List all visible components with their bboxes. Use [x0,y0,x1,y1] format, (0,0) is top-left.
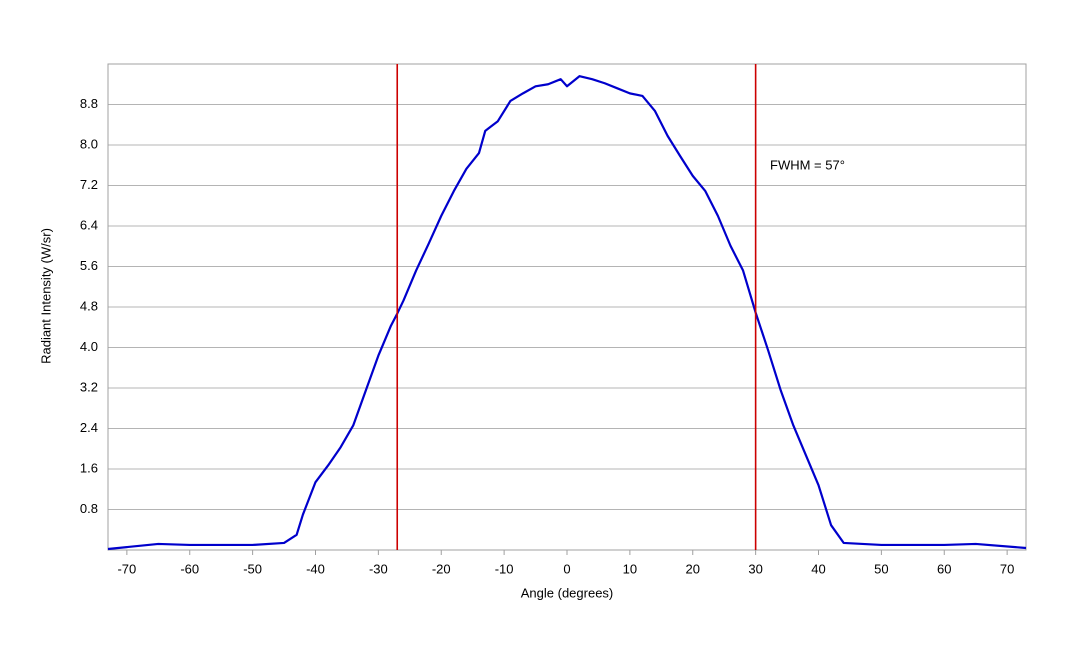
x-tick-label: 70 [1000,561,1014,576]
x-tick-label: 0 [563,561,570,576]
y-tick-label: 7.2 [80,177,98,192]
y-tick-label: 0.8 [80,501,98,516]
x-tick-label: -60 [180,561,199,576]
x-tick-label: 10 [623,561,637,576]
x-tick-label: -30 [369,561,388,576]
x-axis-label: Angle (degrees) [521,585,614,600]
y-tick-label: 1.6 [80,460,98,475]
y-tick-label: 4.8 [80,298,98,313]
y-tick-label: 6.4 [80,217,98,232]
y-tick-label: 4.0 [80,339,98,354]
y-axis-label: Radiant Intensity (W/sr) [38,228,53,364]
x-tick-label: -50 [243,561,262,576]
y-tick-label: 3.2 [80,379,98,394]
y-tick-label: 8.8 [80,96,98,111]
x-tick-label: 30 [748,561,762,576]
y-tick-label: 2.4 [80,420,98,435]
x-tick-label: 60 [937,561,951,576]
x-tick-label: 20 [686,561,700,576]
x-tick-label: -10 [495,561,514,576]
x-tick-label: -70 [117,561,136,576]
y-tick-label: 5.6 [80,258,98,273]
x-tick-label: -40 [306,561,325,576]
y-tick-label: 8.0 [80,136,98,151]
data-line [107,75,1027,551]
x-tick-label: -20 [432,561,451,576]
x-tick-label: 50 [874,561,888,576]
annotation: FWHM = 57° [770,157,845,172]
x-tick-label: 40 [811,561,825,576]
